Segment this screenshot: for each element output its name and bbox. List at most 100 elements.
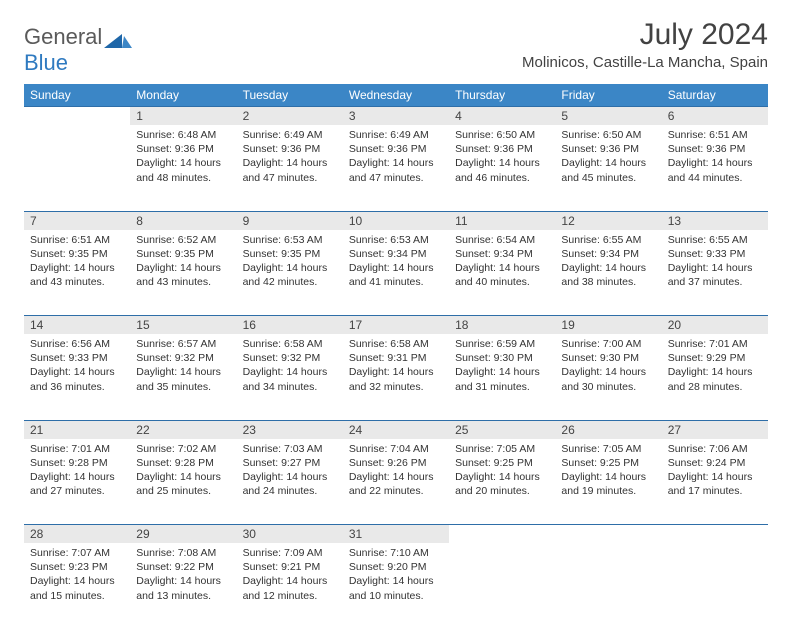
sunset-text: Sunset: 9:32 PM: [136, 351, 230, 365]
sunrise-text: Sunrise: 7:07 AM: [30, 546, 124, 560]
day-cell: Sunrise: 6:58 AMSunset: 9:31 PMDaylight:…: [343, 334, 449, 420]
daylight-text: and 10 minutes.: [349, 589, 443, 603]
sunrise-text: Sunrise: 6:49 AM: [349, 128, 443, 142]
day-header: Saturday: [662, 84, 768, 107]
daylight-text: Daylight: 14 hours: [136, 470, 230, 484]
logo-word-2: Blue: [24, 50, 68, 75]
daylight-text: Daylight: 14 hours: [243, 156, 337, 170]
sunrise-text: Sunrise: 7:01 AM: [668, 337, 762, 351]
sunrise-text: Sunrise: 7:10 AM: [349, 546, 443, 560]
sunset-text: Sunset: 9:35 PM: [30, 247, 124, 261]
day-cell: [24, 125, 130, 211]
day-cell: [662, 543, 768, 629]
sunset-text: Sunset: 9:34 PM: [349, 247, 443, 261]
daynum-row: 28293031: [24, 525, 768, 544]
day-cell: Sunrise: 6:49 AMSunset: 9:36 PMDaylight:…: [343, 125, 449, 211]
day-cell: Sunrise: 6:51 AMSunset: 9:36 PMDaylight:…: [662, 125, 768, 211]
sunset-text: Sunset: 9:28 PM: [136, 456, 230, 470]
daylight-text: and 30 minutes.: [561, 380, 655, 394]
daylight-text: Daylight: 14 hours: [136, 261, 230, 275]
sunrise-text: Sunrise: 6:53 AM: [349, 233, 443, 247]
daylight-text: and 46 minutes.: [455, 171, 549, 185]
daylight-text: and 13 minutes.: [136, 589, 230, 603]
daylight-text: and 28 minutes.: [668, 380, 762, 394]
daynum-row: 78910111213: [24, 211, 768, 230]
sunrise-text: Sunrise: 7:00 AM: [561, 337, 655, 351]
day-header: Friday: [555, 84, 661, 107]
daylight-text: and 32 minutes.: [349, 380, 443, 394]
sunrise-text: Sunrise: 7:01 AM: [30, 442, 124, 456]
day-cell: Sunrise: 7:03 AMSunset: 9:27 PMDaylight:…: [237, 439, 343, 525]
sunset-text: Sunset: 9:29 PM: [668, 351, 762, 365]
sunset-text: Sunset: 9:27 PM: [243, 456, 337, 470]
sunrise-text: Sunrise: 6:51 AM: [30, 233, 124, 247]
sunset-text: Sunset: 9:34 PM: [455, 247, 549, 261]
daylight-text: and 24 minutes.: [243, 484, 337, 498]
daylight-text: Daylight: 14 hours: [136, 365, 230, 379]
sunrise-text: Sunrise: 7:05 AM: [455, 442, 549, 456]
day-number: 18: [449, 316, 555, 335]
sunrise-text: Sunrise: 6:51 AM: [668, 128, 762, 142]
daylight-text: Daylight: 14 hours: [668, 365, 762, 379]
day-cell: Sunrise: 6:49 AMSunset: 9:36 PMDaylight:…: [237, 125, 343, 211]
day-cell: Sunrise: 7:05 AMSunset: 9:25 PMDaylight:…: [449, 439, 555, 525]
content-row: Sunrise: 7:01 AMSunset: 9:28 PMDaylight:…: [24, 439, 768, 525]
day-number: 17: [343, 316, 449, 335]
day-cell: Sunrise: 7:05 AMSunset: 9:25 PMDaylight:…: [555, 439, 661, 525]
day-number: 3: [343, 107, 449, 126]
daylight-text: Daylight: 14 hours: [136, 156, 230, 170]
day-cell: Sunrise: 6:56 AMSunset: 9:33 PMDaylight:…: [24, 334, 130, 420]
day-number: [449, 525, 555, 544]
sunset-text: Sunset: 9:30 PM: [561, 351, 655, 365]
daylight-text: and 43 minutes.: [136, 275, 230, 289]
day-number: 21: [24, 420, 130, 439]
title-block: July 2024 Molinicos, Castille-La Mancha,…: [522, 18, 768, 71]
daylight-text: and 17 minutes.: [668, 484, 762, 498]
sunset-text: Sunset: 9:36 PM: [243, 142, 337, 156]
daylight-text: and 40 minutes.: [455, 275, 549, 289]
daylight-text: Daylight: 14 hours: [30, 470, 124, 484]
day-number: 25: [449, 420, 555, 439]
day-number: 30: [237, 525, 343, 544]
day-number: [662, 525, 768, 544]
day-number: 20: [662, 316, 768, 335]
day-cell: Sunrise: 6:55 AMSunset: 9:34 PMDaylight:…: [555, 230, 661, 316]
day-number: [555, 525, 661, 544]
daylight-text: and 34 minutes.: [243, 380, 337, 394]
sunrise-text: Sunrise: 7:08 AM: [136, 546, 230, 560]
sunset-text: Sunset: 9:36 PM: [668, 142, 762, 156]
daynum-row: 14151617181920: [24, 316, 768, 335]
content-row: Sunrise: 6:51 AMSunset: 9:35 PMDaylight:…: [24, 230, 768, 316]
daylight-text: Daylight: 14 hours: [136, 574, 230, 588]
sunset-text: Sunset: 9:28 PM: [30, 456, 124, 470]
daylight-text: and 25 minutes.: [136, 484, 230, 498]
sunrise-text: Sunrise: 6:54 AM: [455, 233, 549, 247]
daylight-text: Daylight: 14 hours: [455, 365, 549, 379]
daylight-text: Daylight: 14 hours: [561, 365, 655, 379]
daylight-text: Daylight: 14 hours: [668, 470, 762, 484]
day-number: 29: [130, 525, 236, 544]
sunrise-text: Sunrise: 6:52 AM: [136, 233, 230, 247]
sunset-text: Sunset: 9:35 PM: [136, 247, 230, 261]
daylight-text: Daylight: 14 hours: [30, 261, 124, 275]
sunrise-text: Sunrise: 6:55 AM: [668, 233, 762, 247]
daylight-text: Daylight: 14 hours: [561, 261, 655, 275]
day-number: 22: [130, 420, 236, 439]
content-row: Sunrise: 7:07 AMSunset: 9:23 PMDaylight:…: [24, 543, 768, 629]
day-number: 19: [555, 316, 661, 335]
sunrise-text: Sunrise: 6:56 AM: [30, 337, 124, 351]
sunrise-text: Sunrise: 7:05 AM: [561, 442, 655, 456]
logo-mark-icon: [104, 34, 132, 52]
sunrise-text: Sunrise: 6:48 AM: [136, 128, 230, 142]
sunrise-text: Sunrise: 6:58 AM: [243, 337, 337, 351]
daylight-text: Daylight: 14 hours: [349, 261, 443, 275]
day-header-row: Sunday Monday Tuesday Wednesday Thursday…: [24, 84, 768, 107]
daylight-text: and 22 minutes.: [349, 484, 443, 498]
daylight-text: Daylight: 14 hours: [455, 261, 549, 275]
daylight-text: and 42 minutes.: [243, 275, 337, 289]
day-cell: Sunrise: 7:08 AMSunset: 9:22 PMDaylight:…: [130, 543, 236, 629]
day-number: 23: [237, 420, 343, 439]
daylight-text: and 41 minutes.: [349, 275, 443, 289]
daylight-text: Daylight: 14 hours: [30, 365, 124, 379]
day-cell: Sunrise: 7:09 AMSunset: 9:21 PMDaylight:…: [237, 543, 343, 629]
